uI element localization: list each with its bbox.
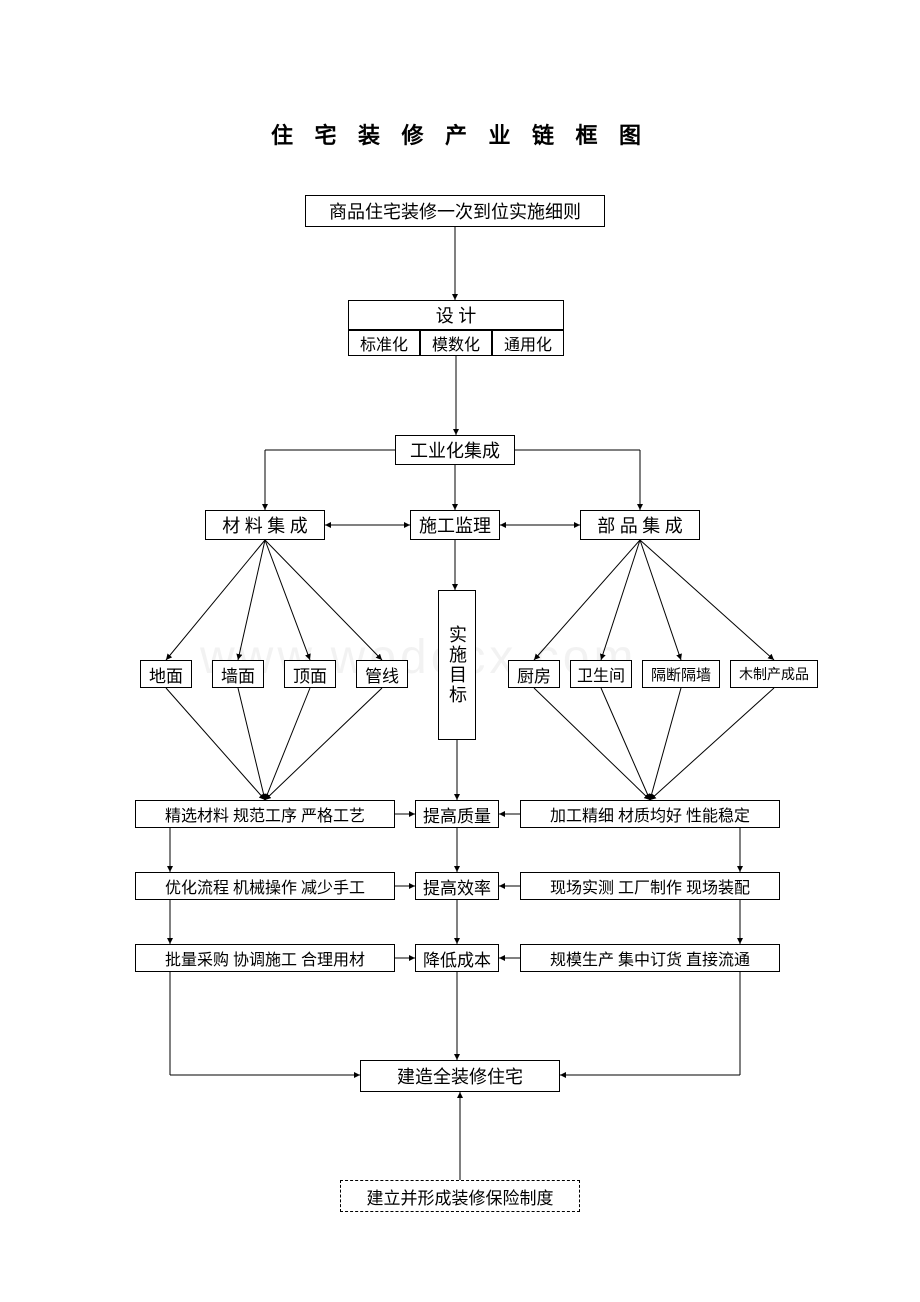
node-r2c: 现场实测 工厂制作 现场装配: [520, 872, 780, 900]
node-m2: 墙面: [212, 660, 264, 688]
node-n4a: 材 料 集 成: [205, 510, 325, 540]
node-n2b1: 标准化: [348, 330, 420, 356]
node-n4b: 施工监理: [410, 510, 500, 540]
node-n2b3: 通用化: [492, 330, 564, 356]
node-n4c: 部 品 集 成: [580, 510, 700, 540]
node-n2b2: 模数化: [420, 330, 492, 356]
node-p3: 隔断隔墙: [642, 660, 720, 688]
node-p1: 厨房: [508, 660, 560, 688]
node-n9: 建立并形成装修保险制度: [340, 1180, 580, 1212]
node-n3: 工业化集成: [395, 435, 515, 465]
node-m4: 管线: [356, 660, 408, 688]
node-r2b: 提高效率: [415, 872, 499, 900]
node-r1a: 精选材料 规范工序 严格工艺: [135, 800, 395, 828]
node-n5: 实施目标: [438, 590, 476, 740]
node-m3: 顶面: [284, 660, 336, 688]
node-n1: 商品住宅装修一次到位实施细则: [305, 195, 605, 227]
node-p4: 木制产成品: [730, 660, 818, 688]
node-r1c: 加工精细 材质均好 性能稳定: [520, 800, 780, 828]
node-n8: 建造全装修住宅: [360, 1060, 560, 1092]
node-r2a: 优化流程 机械操作 减少手工: [135, 872, 395, 900]
node-n2a: 设 计: [348, 300, 564, 330]
node-r3c: 规模生产 集中订货 直接流通: [520, 944, 780, 972]
node-r3a: 批量采购 协调施工 合理用材: [135, 944, 395, 972]
node-r1b: 提高质量: [415, 800, 499, 828]
node-r3b: 降低成本: [415, 944, 499, 972]
node-m1: 地面: [140, 660, 192, 688]
diagram-title: 住 宅 装 修 产 业 链 框 图: [0, 118, 920, 150]
node-p2: 卫生间: [570, 660, 632, 688]
